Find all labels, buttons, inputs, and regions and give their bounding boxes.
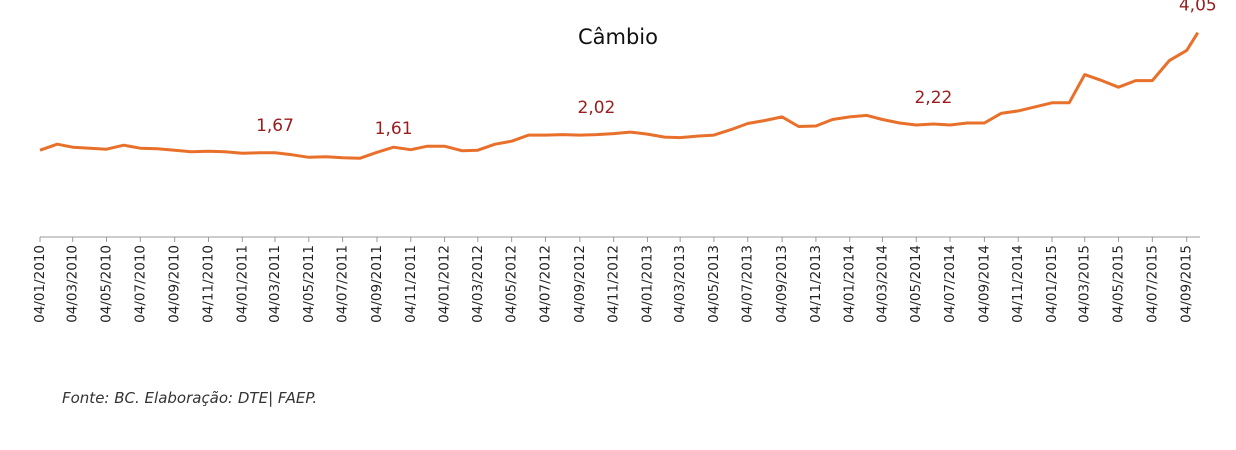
- x-tick-label: 04/01/2012: [437, 245, 453, 323]
- x-tick-label: 04/05/2015: [1111, 245, 1127, 323]
- x-tick-label: 04/11/2011: [403, 245, 419, 323]
- x-tick-label: 04/07/2012: [537, 245, 553, 323]
- x-tick-label: 04/07/2011: [335, 245, 351, 323]
- x-tick-label: 04/03/2012: [470, 245, 486, 323]
- x-tick-label: 04/05/2011: [301, 245, 317, 323]
- x-tick-label: 04/11/2013: [808, 245, 824, 323]
- x-tick-label: 04/05/2013: [706, 245, 722, 323]
- x-tick-label: 04/09/2015: [1179, 245, 1195, 323]
- x-tick-label: 04/07/2013: [740, 245, 756, 323]
- x-tick-label: 04/05/2010: [99, 245, 115, 323]
- x-tick-label: 04/09/2013: [774, 245, 790, 323]
- annotation: 2,22: [914, 88, 952, 108]
- x-tick-label: 04/05/2014: [908, 245, 924, 323]
- x-tick-label: 04/11/2010: [200, 245, 216, 323]
- x-tick-label: 04/03/2010: [65, 245, 81, 323]
- x-tick-label: 04/05/2012: [504, 245, 520, 323]
- x-tick-label: 04/09/2014: [976, 245, 992, 323]
- annotation: 2,02: [578, 98, 616, 118]
- x-tick-label: 04/01/2013: [639, 245, 655, 323]
- x-tick-label: 04/09/2011: [369, 245, 385, 323]
- x-tick-label: 04/01/2015: [1044, 245, 1060, 323]
- x-tick-label: 04/03/2014: [874, 245, 890, 323]
- x-tick-label: 04/09/2010: [167, 245, 183, 323]
- x-tick-label: 04/03/2013: [672, 245, 688, 323]
- x-tick-label: 04/07/2014: [942, 245, 958, 323]
- x-tick-label: 04/11/2012: [606, 245, 622, 323]
- x-tick-label: 04/01/2011: [234, 245, 250, 323]
- x-tick-label: 04/01/2010: [32, 245, 48, 323]
- source-note: Fonte: BC. Elaboração: DTE| FAEP.: [62, 389, 317, 407]
- x-tick-label: 04/11/2014: [1010, 245, 1026, 323]
- line-series: [39, 31, 1200, 160]
- annotation: 1,61: [375, 119, 413, 139]
- chart-title: Câmbio: [578, 25, 658, 49]
- annotation: 4,05: [1179, 0, 1217, 16]
- x-tick-label: 04/09/2012: [572, 245, 588, 323]
- x-tick-label: 04/07/2015: [1144, 245, 1160, 323]
- annotation: 1,67: [256, 116, 294, 136]
- x-tick-label: 04/03/2011: [267, 245, 283, 323]
- x-tick-label: 04/01/2014: [842, 245, 858, 323]
- x-tick-label: 04/07/2010: [132, 245, 148, 323]
- x-tick-label: 04/03/2015: [1077, 245, 1093, 323]
